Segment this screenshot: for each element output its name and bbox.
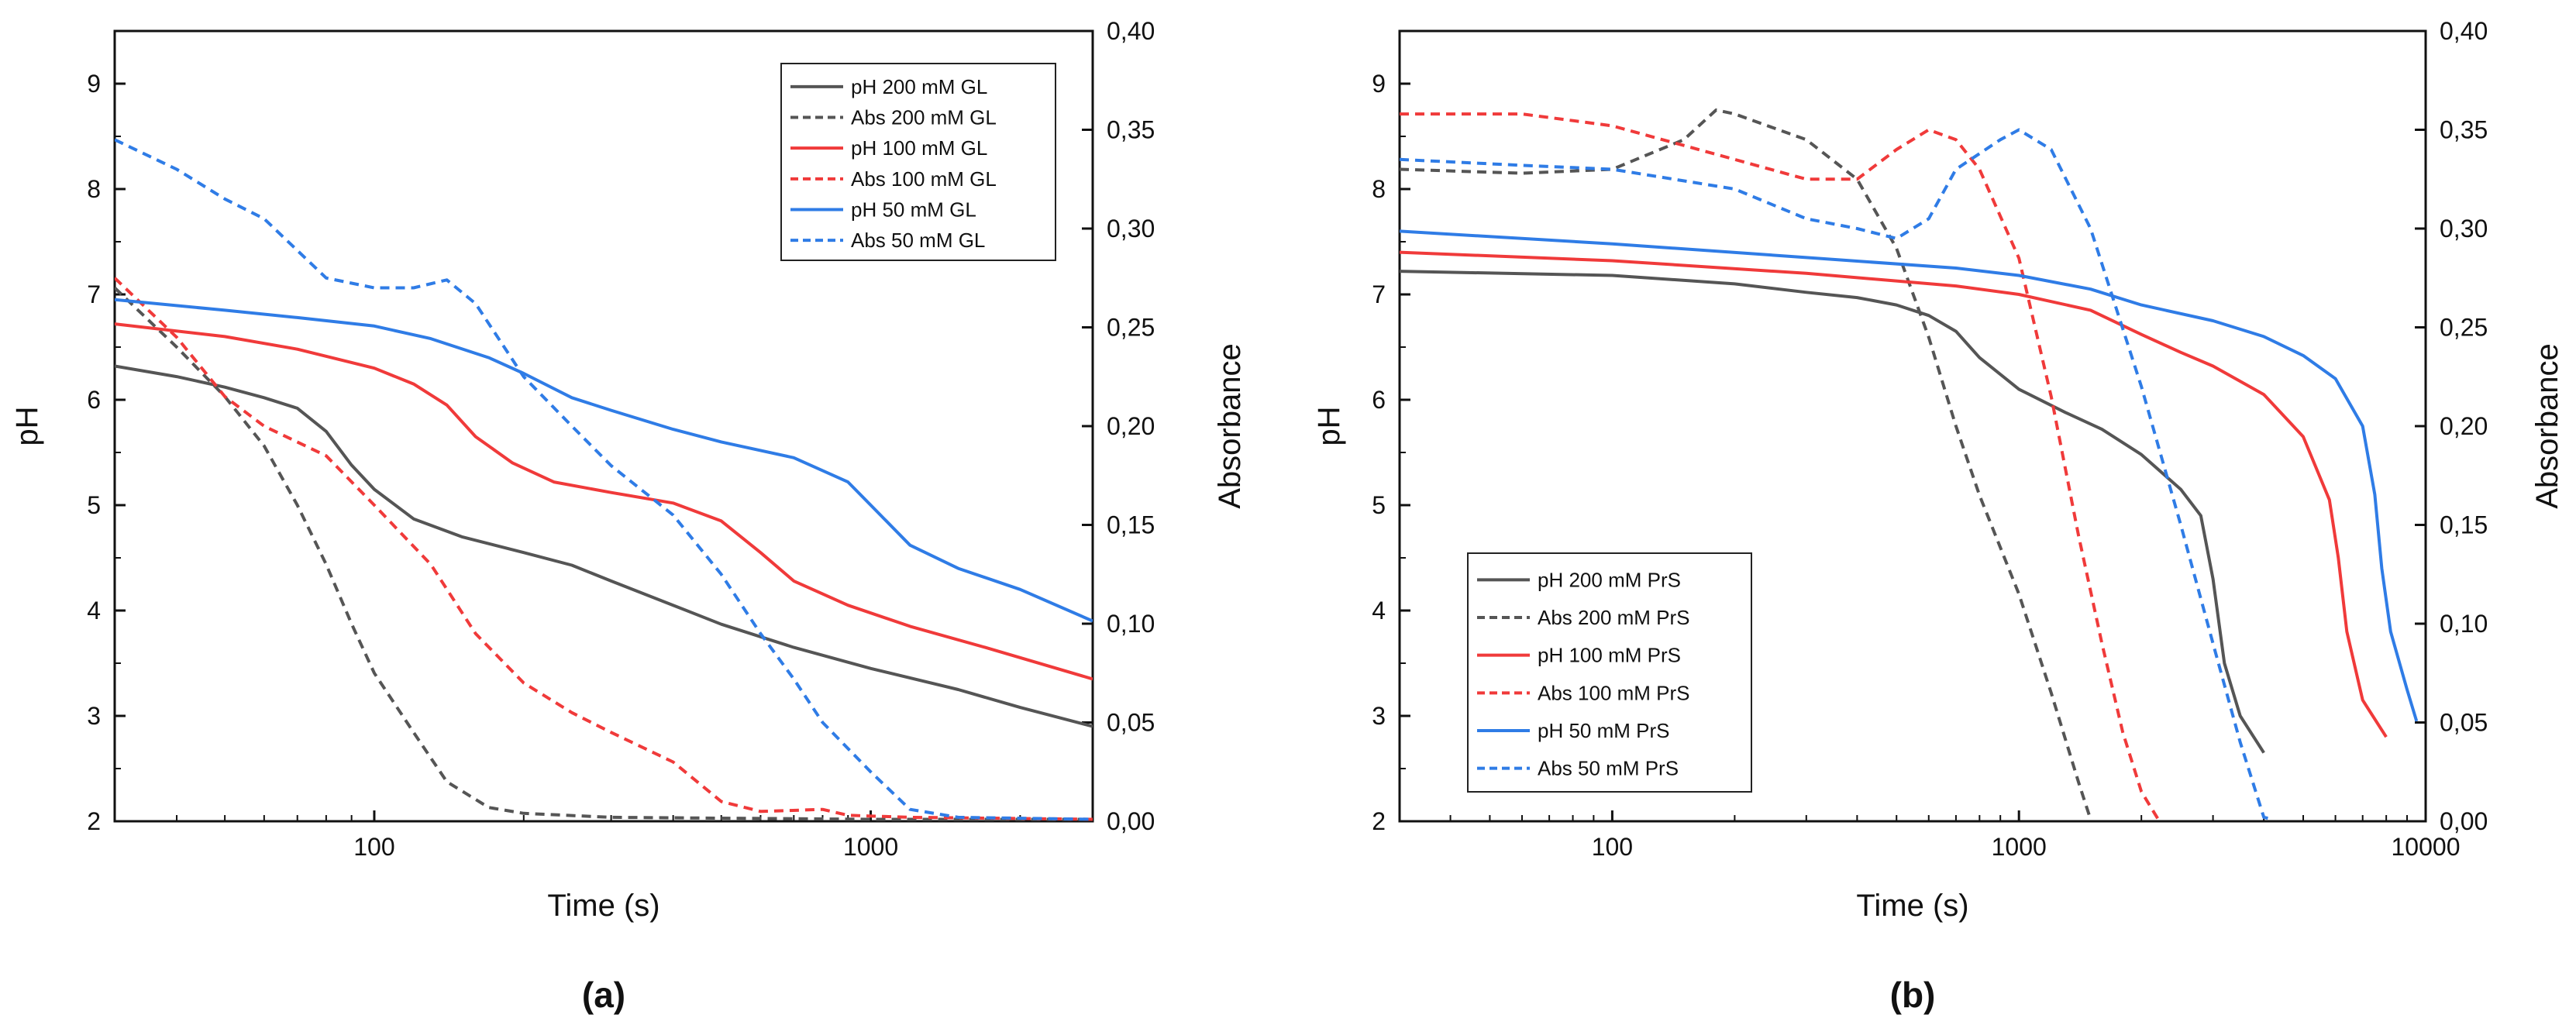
y-tick-label: 5 [1372,491,1386,519]
y-tick-label: 2 [1372,807,1386,835]
series-line [115,298,1093,623]
y2-tick-label: 0,05 [2440,709,2488,737]
legend-label: Abs 50 mM GL [851,229,985,252]
panel-label: (b) [1890,975,1936,1015]
series-line [115,138,1093,821]
y2-tick-label: 0,15 [1107,511,1155,539]
y2-tick-label: 0,30 [2440,215,2488,243]
y-tick-label: 7 [1372,280,1386,308]
series-line [1400,108,2092,820]
chart-panel-a: 2 3 4 5 6 7 8 9 0,00 0,05 0,10 0,15 0,20 0,25 0,30 0,35… [10,17,1247,1015]
legend-label: Abs 200 mM PrS [1538,606,1690,629]
y2-axis-label: Absorbance [1213,343,1247,508]
series-line [115,277,1093,821]
legend-label: Abs 200 mM GL [851,106,997,129]
x-tick-label: 1000 [843,833,898,861]
y-tick-label: 6 [87,386,101,414]
y2-tick-label: 0,00 [1107,807,1155,835]
y-axis-label: pH [10,406,44,445]
series-line [1400,128,2273,821]
y2-tick-label: 0,25 [1107,314,1155,342]
x-tick-label: 10000 [2392,833,2461,861]
y-tick-label: 3 [87,702,101,730]
legend-label: pH 100 mM PrS [1538,644,1681,667]
y-tick-label: 2 [87,807,101,835]
series-line [115,322,1093,681]
y2-tick-label: 0,35 [2440,116,2488,144]
y-tick-label: 6 [1372,386,1386,414]
legend-box [780,63,1056,261]
x-axis-label: Time (s) [547,889,659,923]
y-tick-label: 8 [87,175,101,203]
y2-tick-label: 0,05 [1107,709,1155,737]
y-tick-label: 4 [87,597,101,624]
y-tick-label: 3 [1372,702,1386,730]
y2-tick-label: 0,10 [1107,610,1155,638]
series-line [115,287,1093,821]
legend-label: pH 50 mM GL [851,198,976,222]
x-axis-label: Time (s) [1856,889,1968,923]
y2-tick-label: 0,25 [2440,314,2488,342]
legend-label: pH 50 mM PrS [1538,719,1670,742]
legend-label: pH 200 mM PrS [1538,568,1681,591]
x-tick-label: 1000 [1992,833,2047,861]
y-tick-label: 8 [1372,175,1386,203]
y2-tick-label: 0,15 [2440,511,2488,539]
y2-tick-label: 0,10 [2440,610,2488,638]
legend-label: Abs 100 mM GL [851,167,997,191]
y2-tick-label: 0,20 [2440,412,2488,440]
legend-label: Abs 50 mM PrS [1538,757,1679,780]
y-axis-label: pH [1312,406,1346,445]
y2-tick-label: 0,40 [1107,17,1155,45]
y2-axis-label: Absorbance [2530,343,2564,508]
legend-box [1467,552,1752,793]
y2-tick-label: 0,20 [1107,412,1155,440]
y2-tick-label: 0,40 [2440,17,2488,45]
y2-tick-label: 0,35 [1107,116,1155,144]
series-line [1400,229,2419,722]
series-line [1400,112,2160,820]
legend: pH 200 mM PrS Abs 200 mM PrS pH 100 mM PrS… [1467,552,1752,793]
legend-label: pH 100 mM GL [851,136,987,160]
legend-label: Abs 100 mM PrS [1538,681,1690,704]
series-line [1400,250,2388,738]
y2-tick-label: 0,00 [2440,807,2488,835]
y-tick-label: 9 [1372,70,1386,98]
y-tick-label: 5 [87,491,101,519]
y-tick-label: 9 [87,70,101,98]
legend-label: pH 200 mM GL [851,75,987,98]
legend: pH 200 mM GL Abs 200 mM GL pH 100 mM GL Abs… [780,63,1056,261]
x-tick-label: 100 [1592,833,1633,861]
panel-label: (a) [582,975,625,1015]
y-tick-label: 7 [87,280,101,308]
y2-tick-label: 0,30 [1107,215,1155,243]
x-tick-label: 100 [353,833,394,861]
chart-panel-b: 2 3 4 5 6 7 8 9 0,00 0,05 0,10 0,15 0,20 0,25 0,30 0,35… [1312,17,2564,1015]
series-line [1400,270,2265,754]
series-line [115,364,1093,728]
y-tick-label: 4 [1372,597,1386,624]
